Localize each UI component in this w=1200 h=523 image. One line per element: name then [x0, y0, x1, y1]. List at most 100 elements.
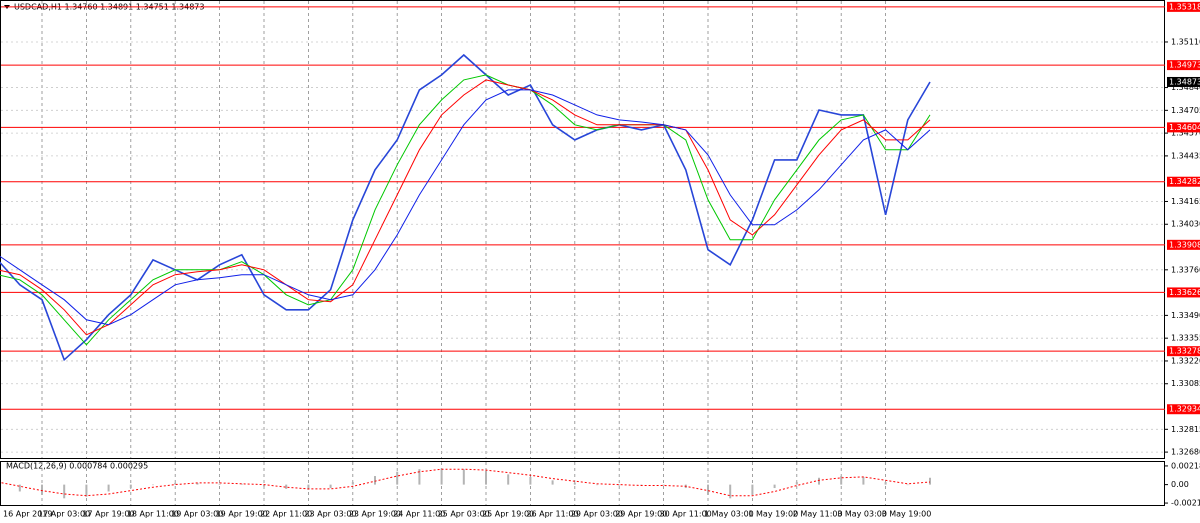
y-tick-label: 1.32815	[1171, 425, 1200, 434]
level-tag	[1167, 404, 1200, 415]
y-tick-label: 1.34165	[1171, 197, 1200, 206]
level-tag	[1167, 60, 1200, 71]
level-label: 1.34282	[1169, 177, 1200, 186]
x-tick-label: 3 May 03:00	[837, 510, 887, 519]
macd-bar	[85, 484, 88, 497]
macd-bar	[129, 484, 132, 489]
level-label: 1.34604	[1169, 123, 1200, 132]
x-tick-label: 3 May 19:00	[882, 510, 932, 519]
price-line	[0, 53, 931, 362]
moving-average	[0, 74, 931, 346]
macd-bar	[929, 477, 931, 485]
macd-bar	[418, 469, 421, 485]
macd-bar	[618, 484, 621, 486]
level-tag	[1167, 176, 1200, 187]
macd-bar	[818, 477, 820, 485]
x-tick-label: 22 Apr 11:00	[260, 510, 312, 519]
macd-bar	[307, 484, 310, 490]
level-label: 1.35318	[1169, 2, 1200, 11]
x-tick-label: 2 May 11:00	[793, 510, 843, 519]
x-tick-label: 24 Apr 11:00	[393, 510, 445, 519]
level-label: 1.33278	[1169, 347, 1200, 356]
signal-line	[0, 468, 931, 497]
level-tag	[1167, 239, 1200, 250]
level-label: 1.33908	[1169, 240, 1200, 249]
macd-bar	[285, 484, 288, 489]
x-tick-label: 18 Apr 11:00	[127, 510, 179, 519]
macd-bar	[174, 482, 177, 485]
y-tick-label: 0.002181	[1171, 461, 1200, 470]
macd-bar	[662, 484, 665, 486]
macd-bar	[795, 482, 798, 485]
level-label: 1.33626	[1169, 288, 1200, 297]
macd-bar	[906, 484, 909, 486]
level-label: 1.32934	[1169, 405, 1200, 414]
macd-title: MACD(12,26,9) 0.000784 0.000295	[6, 462, 148, 471]
moving-average	[0, 79, 931, 336]
macd-panel	[0, 461, 1165, 506]
level-label: 1.34973	[1169, 61, 1200, 70]
price-tag	[1167, 76, 1200, 87]
y-tick-label: 1.32680	[1171, 448, 1200, 457]
x-tick-label: 16 Apr 2019	[3, 510, 52, 519]
y-tick-label: 1.33490	[1171, 311, 1200, 320]
macd-bar	[152, 484, 154, 486]
macd-bar	[573, 482, 576, 485]
macd-bar	[751, 484, 754, 495]
macd-bar	[884, 482, 887, 485]
macd-bar	[773, 484, 776, 489]
y-tick-label: -0.002154	[1171, 499, 1200, 508]
y-tick-label: 1.33220	[1171, 356, 1200, 365]
y-tick-label: 1.34435	[1171, 151, 1200, 160]
macd-bar	[596, 484, 598, 486]
x-tick-label: 1 May 03:00	[704, 510, 754, 519]
level-tag	[1167, 287, 1200, 298]
x-tick-label: 17 Apr 19:00	[82, 510, 134, 519]
x-tick-label: 23 Apr 19:00	[349, 510, 401, 519]
macd-bar	[729, 484, 732, 499]
macd-bar	[507, 474, 510, 485]
macd-bar	[840, 476, 843, 485]
macd-bar	[218, 483, 221, 485]
macd-bar	[462, 469, 465, 485]
x-tick-label: 19 Apr 03:00	[171, 510, 223, 519]
macd-bar	[351, 482, 354, 485]
x-tick-label: 29 Apr 19:00	[615, 510, 667, 519]
macd-bar	[329, 484, 332, 489]
moving-average	[0, 89, 931, 326]
x-tick-label: 25 Apr 19:00	[482, 510, 534, 519]
y-tick-label: 1.33355	[1171, 334, 1200, 343]
main-panel	[0, 0, 1165, 459]
y-tick-label: 1.34705	[1171, 106, 1200, 115]
x-tick-label: 23 Apr 03:00	[304, 510, 356, 519]
x-tick-label: 29 Apr 03:00	[571, 510, 623, 519]
macd-bar	[707, 484, 709, 495]
y-tick-label: 0.00	[1171, 480, 1189, 489]
level-tag	[1167, 122, 1200, 133]
macd-bar	[263, 484, 265, 487]
x-tick-label: 25 Apr 03:00	[438, 510, 490, 519]
macd-bar	[196, 482, 199, 485]
macd-bar	[396, 471, 399, 485]
macd-bar	[240, 483, 243, 485]
y-tick-label: 1.33760	[1171, 265, 1200, 274]
level-tag	[1167, 346, 1200, 357]
x-tick-label: 19 Apr 19:00	[216, 510, 268, 519]
macd-bar	[18, 484, 21, 492]
y-tick-label: 1.34840	[1171, 83, 1200, 92]
x-tick-label: 1 May 19:00	[748, 510, 798, 519]
macd-bar	[862, 476, 865, 485]
macd-bar	[41, 484, 43, 495]
macd-bar	[374, 476, 376, 485]
macd-bar	[63, 484, 66, 499]
macd-bar	[529, 476, 532, 485]
x-tick-label: 30 Apr 11:00	[660, 510, 712, 519]
price-label: 1.34873	[1169, 77, 1200, 86]
macd-bar	[485, 470, 487, 485]
x-tick-label: 26 Apr 11:00	[526, 510, 578, 519]
macd-bar	[440, 468, 443, 485]
macd-bar	[107, 484, 110, 492]
y-tick-label: 1.34030	[1171, 220, 1200, 229]
